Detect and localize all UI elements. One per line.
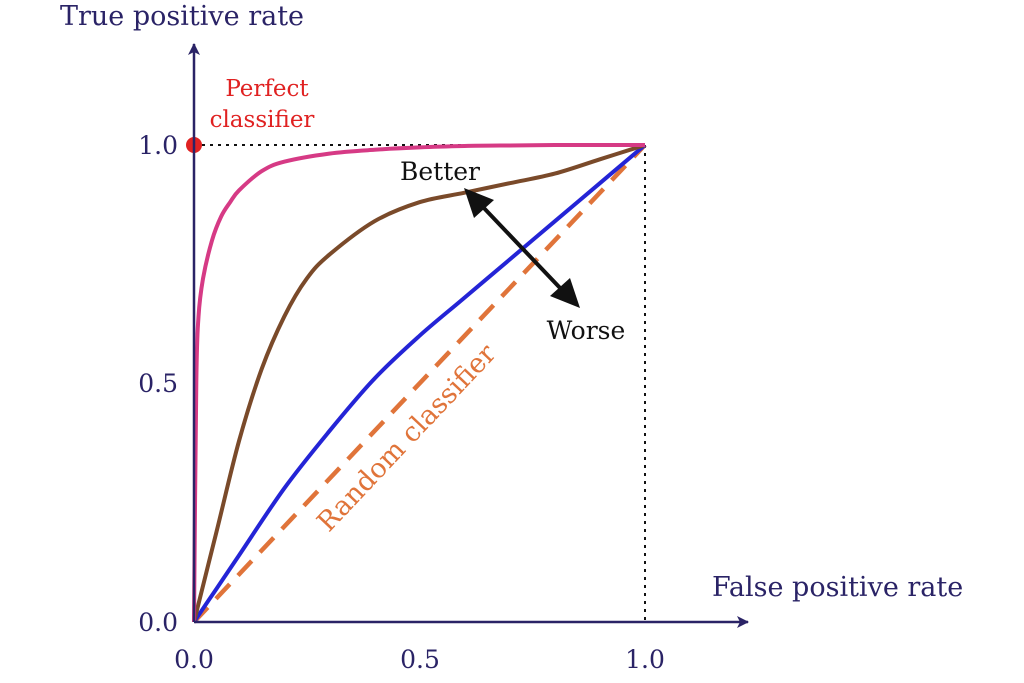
y-tick-label-1.0: 1.0	[138, 131, 178, 160]
x-axis-title: False positive rate	[712, 572, 963, 603]
y-tick-label-0.5: 0.5	[138, 369, 178, 398]
blue-roc-curve	[192, 143, 647, 624]
x-tick-label-1.0: 1.0	[625, 645, 665, 674]
better-label: Better	[400, 157, 480, 186]
worse-label: Worse	[547, 316, 626, 345]
better-worse-arrow	[464, 188, 580, 308]
brown-roc-curve	[192, 143, 646, 623]
x-tick-label-0.0: 0.0	[174, 645, 214, 674]
y-axis-title: True positive rate	[60, 1, 304, 32]
perfect-classifier-label-line1: Perfect	[225, 76, 309, 102]
plot-area	[186, 137, 647, 624]
pink-roc-curve	[192, 142, 645, 623]
y-tick-label-0.0: 0.0	[138, 608, 178, 637]
x-tick-label-0.5: 0.5	[400, 645, 440, 674]
perfect-classifier-label-line2: classifier	[210, 107, 315, 133]
random-classifier-label: Random classifier	[311, 338, 502, 538]
random-classifier-line	[192, 143, 647, 624]
